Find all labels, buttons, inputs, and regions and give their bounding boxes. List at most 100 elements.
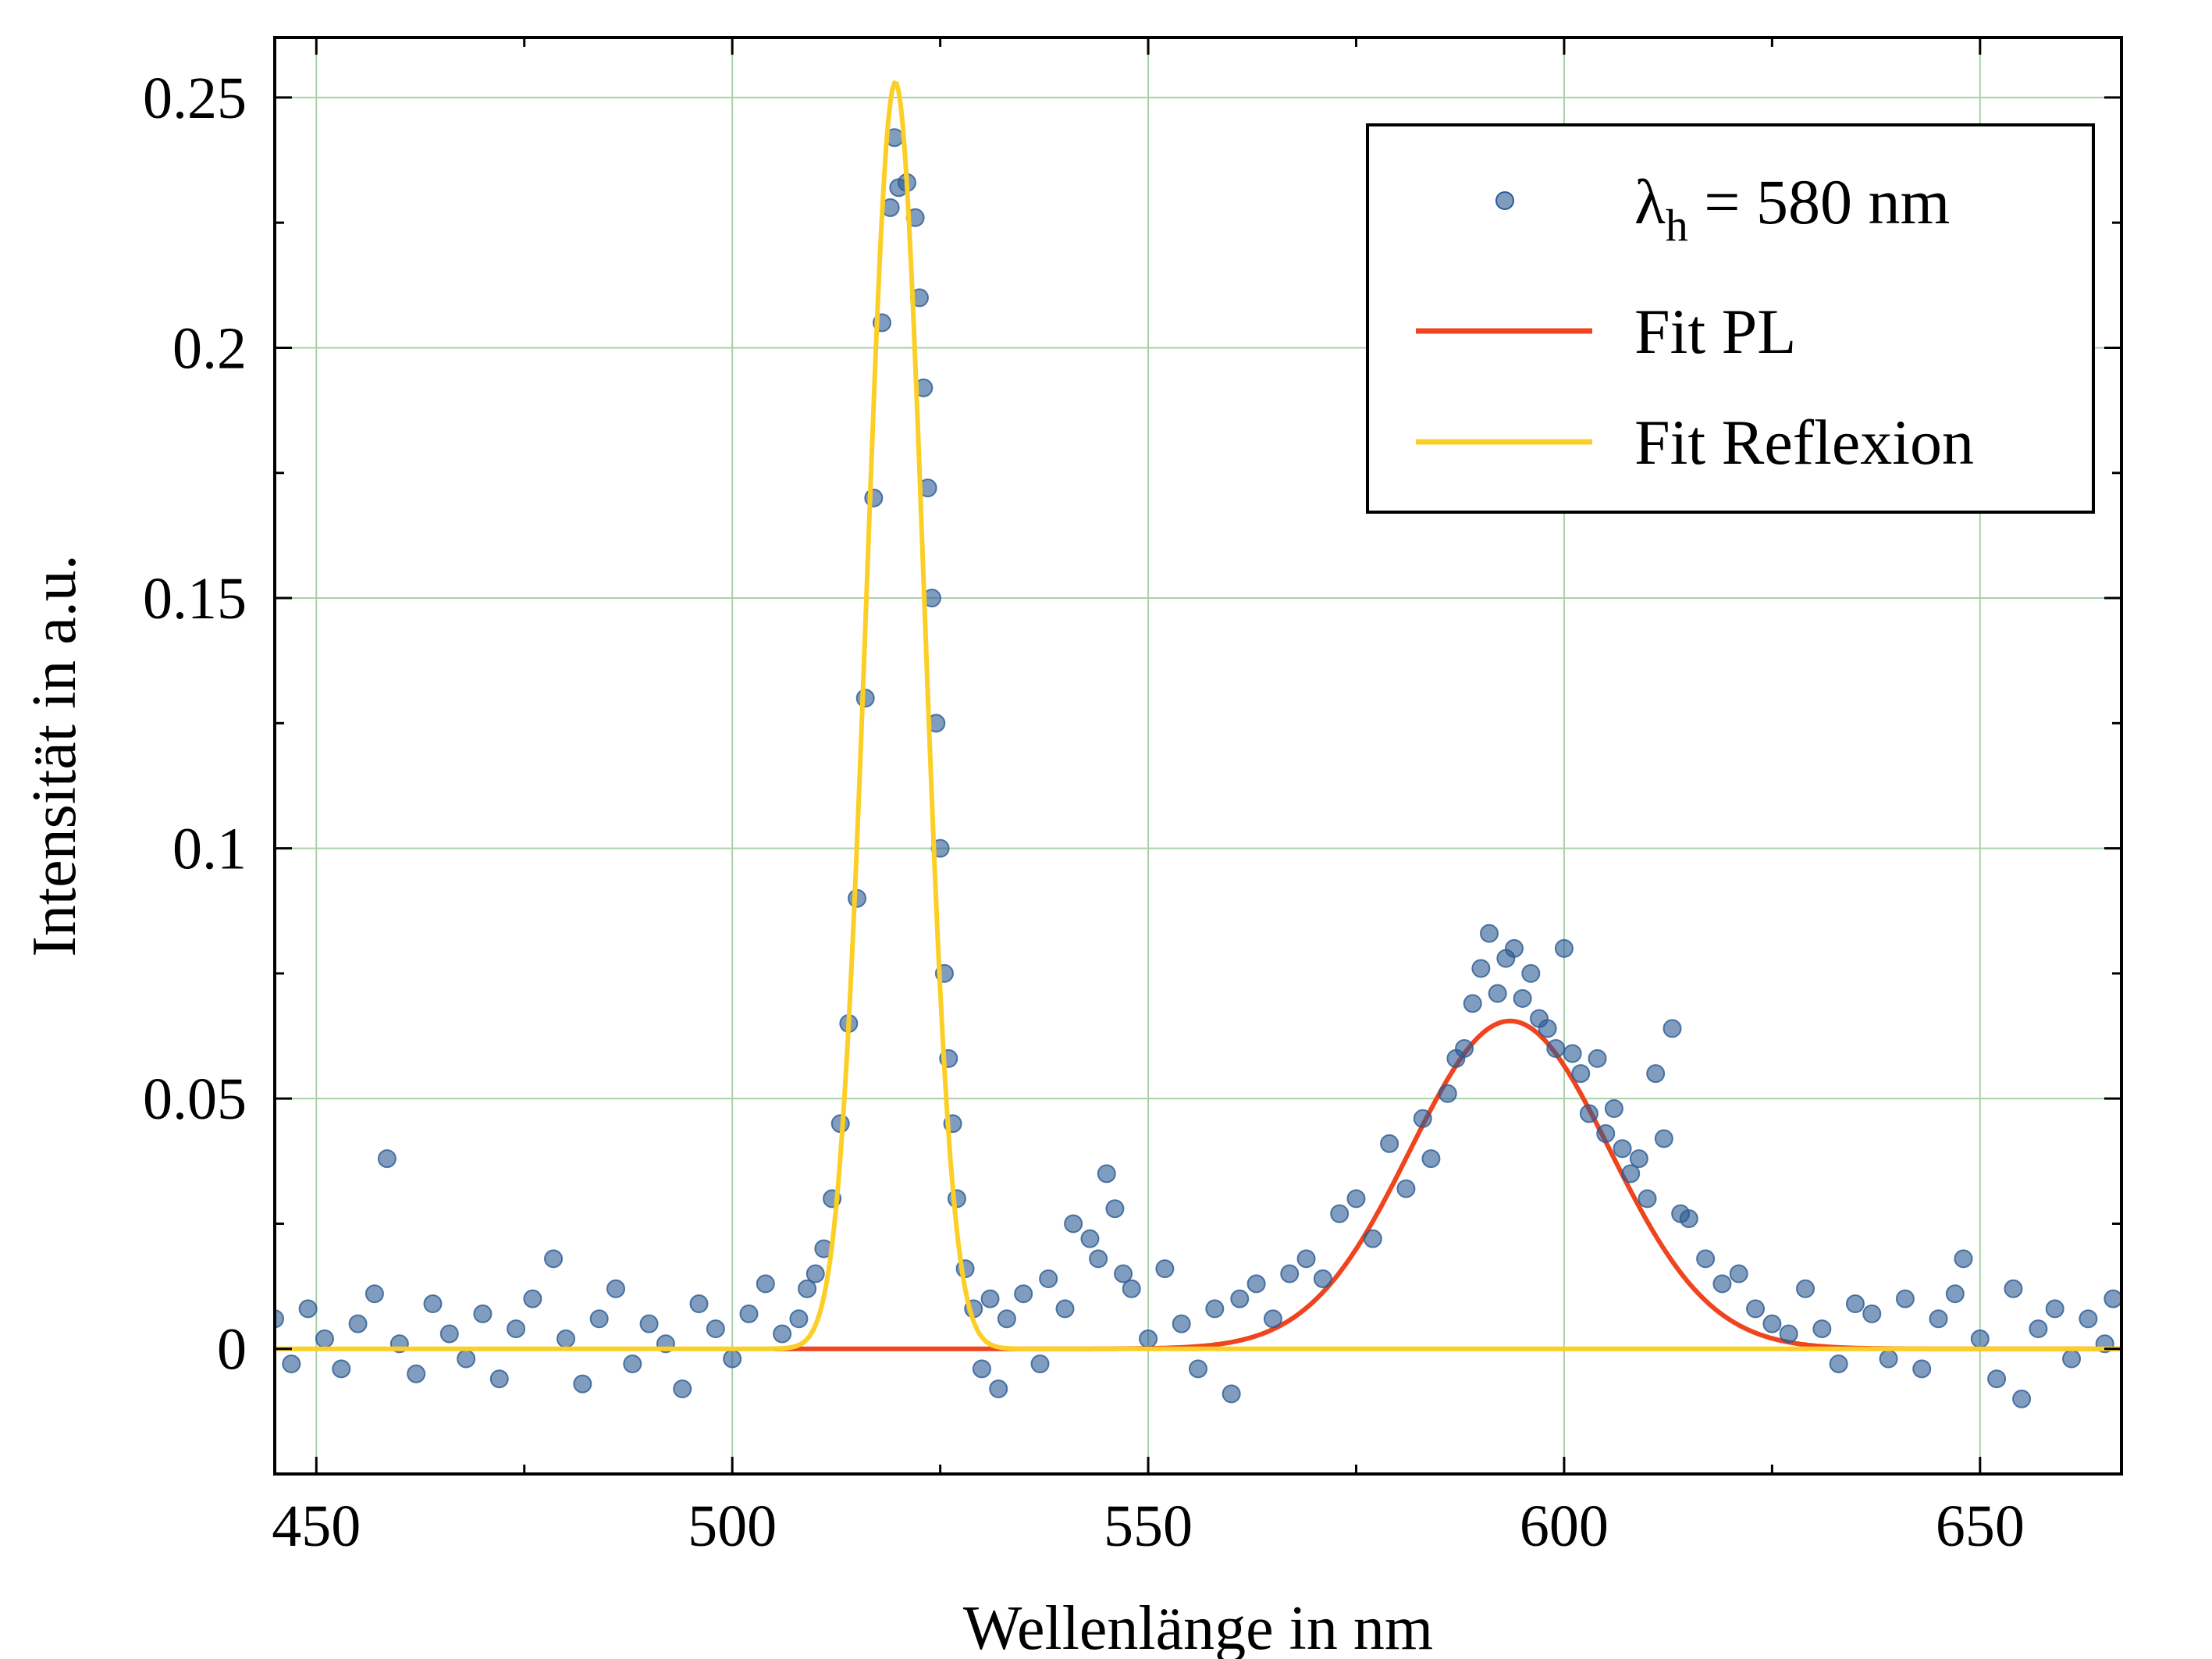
data-point <box>1945 1284 1965 1304</box>
legend-label-data-sub: h <box>1666 200 1688 251</box>
data-point <box>1471 959 1491 978</box>
data-point <box>507 1319 526 1339</box>
data-point <box>1463 994 1482 1013</box>
y-tick-label: 0.05 <box>143 1066 247 1132</box>
data-point <box>377 1149 397 1169</box>
y-tick-label: 0.15 <box>143 566 247 632</box>
data-point <box>544 1249 564 1269</box>
data-point <box>2079 1309 2098 1329</box>
data-point <box>1796 1279 1815 1298</box>
data-point <box>275 1309 284 1329</box>
data-point <box>1064 1214 1083 1234</box>
plot-frame <box>273 36 2123 1476</box>
legend: λh = 580 nm Fit PL Fit Reflexion <box>1366 123 2095 514</box>
y-tick-label: 0.25 <box>143 66 247 131</box>
legend-label-fit-reflexion: Fit Reflexion <box>1634 407 1974 478</box>
data-point <box>523 1289 542 1308</box>
data-point <box>1480 924 1499 943</box>
data-point <box>1812 1319 1832 1339</box>
x-axis-label: Wellenlänge in nm <box>963 1594 1433 1659</box>
data-point <box>282 1354 301 1373</box>
data-point <box>1488 984 1507 1003</box>
data-point <box>589 1309 609 1329</box>
legend-label-data-main: λ <box>1634 166 1666 237</box>
legend-label-data-rest: = 580 nm <box>1688 166 1951 237</box>
data-point <box>1396 1179 1416 1198</box>
data-point <box>2062 1349 2082 1369</box>
axis-ticks <box>275 37 2121 1474</box>
data-point <box>1929 1309 1948 1329</box>
data-point <box>1380 1134 1399 1153</box>
x-tick-label: 550 <box>1104 1493 1193 1559</box>
data-point <box>1097 1164 1116 1184</box>
data-point <box>1230 1289 1250 1308</box>
data-point <box>756 1274 775 1294</box>
x-tick-label: 450 <box>272 1493 361 1559</box>
data-point <box>1746 1299 1766 1319</box>
data-point <box>723 1349 742 1369</box>
data-point <box>315 1329 334 1348</box>
data-point <box>2012 1389 2032 1408</box>
y-tick-label: 0.2 <box>172 315 247 381</box>
data-point <box>1246 1274 1266 1294</box>
data-point <box>1205 1299 1225 1319</box>
x-tick-labels: 450 500 550 600 650 <box>272 1493 2025 1559</box>
data-point <box>1263 1309 1282 1329</box>
data-points <box>275 128 2121 1408</box>
data-point <box>1588 1048 1607 1068</box>
data-point <box>1604 1098 1623 1118</box>
data-point <box>365 1284 384 1304</box>
data-point <box>1438 1084 1457 1103</box>
data-point <box>1563 1044 1582 1063</box>
data-point <box>1538 1019 1557 1038</box>
data-point <box>1663 1019 1682 1038</box>
data-point <box>1363 1229 1382 1248</box>
x-tick-label: 500 <box>688 1493 777 1559</box>
data-point <box>1080 1229 1100 1248</box>
data-point <box>689 1294 709 1314</box>
data-point <box>1504 938 1524 958</box>
data-point <box>1039 1269 1058 1288</box>
data-point <box>1455 1039 1474 1059</box>
data-point <box>1712 1274 1732 1294</box>
data-point <box>980 1289 1000 1308</box>
data-point <box>1954 1249 1973 1269</box>
data-point <box>1679 1209 1698 1229</box>
x-tick-label: 650 <box>1936 1493 2025 1559</box>
data-point <box>798 1279 817 1298</box>
data-point <box>1280 1264 1300 1283</box>
data-point <box>623 1354 642 1373</box>
fit-reflexion-line <box>275 80 2121 1351</box>
y-tick-label: 0.1 <box>172 817 247 882</box>
data-point <box>1646 1064 1666 1084</box>
data-point <box>1122 1279 1141 1298</box>
data-point <box>1421 1149 1441 1169</box>
data-point <box>1621 1164 1641 1184</box>
y-tick-labels: 0 0.05 0.1 0.15 0.2 0.25 <box>143 66 247 1383</box>
data-point <box>1779 1324 1798 1344</box>
data-point <box>1654 1129 1673 1148</box>
data-point <box>1521 963 1541 983</box>
data-point <box>489 1369 509 1389</box>
data-point <box>1554 938 1574 958</box>
data-point <box>1729 1264 1748 1283</box>
data-point <box>989 1380 1008 1399</box>
data-point <box>1330 1204 1350 1223</box>
y-axis-label: Intensität in a.u. <box>20 554 89 956</box>
data-point <box>1912 1359 1932 1379</box>
data-point <box>2104 1289 2121 1308</box>
data-point <box>855 689 875 708</box>
data-point <box>1696 1249 1716 1269</box>
data-point <box>1546 1039 1566 1059</box>
data-point <box>1829 1354 1848 1373</box>
data-point <box>439 1324 459 1344</box>
data-point <box>639 1314 659 1333</box>
data-point <box>805 1264 825 1283</box>
data-point <box>1845 1294 1865 1314</box>
legend-label-fit-pl: Fit PL <box>1634 296 1796 367</box>
data-point <box>1114 1264 1133 1283</box>
data-point <box>407 1364 426 1383</box>
data-point <box>332 1359 351 1379</box>
data-point <box>1014 1284 1033 1304</box>
data-point <box>473 1304 493 1323</box>
